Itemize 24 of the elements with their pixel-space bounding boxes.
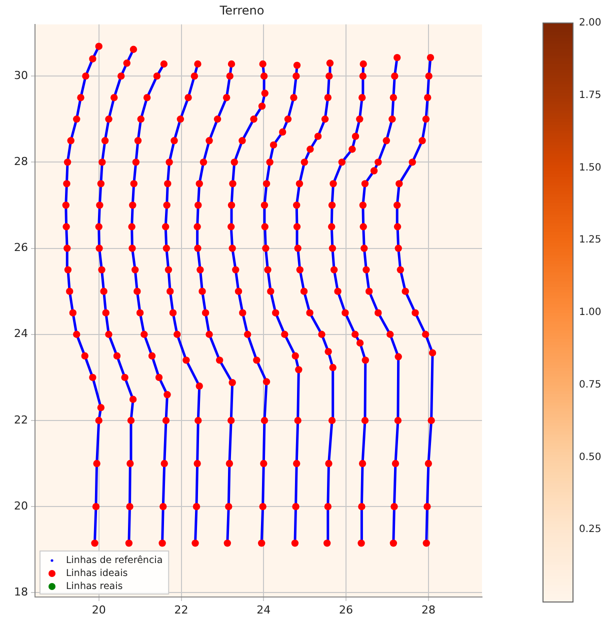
y-tick-label: 26 xyxy=(14,241,28,254)
y-tick-label: 30 xyxy=(14,68,28,82)
color-bar-label: 1.50 xyxy=(579,162,602,174)
color-bar-label: 0.50 xyxy=(579,452,602,463)
color-bar-label: 1.25 xyxy=(579,234,602,246)
color-bar-label: 1.00 xyxy=(579,307,602,318)
x-tick-label: 24 xyxy=(256,603,271,616)
y-tick-label: 28 xyxy=(14,155,28,168)
y-tick-label: 20 xyxy=(14,499,28,512)
y-tick-label: 22 xyxy=(14,413,28,426)
legend-label: Linhas ideais xyxy=(66,568,128,579)
color-bar-label: 2.00 xyxy=(579,18,602,29)
x-tick-label: 22 xyxy=(174,603,188,616)
y-tick-label: 24 xyxy=(14,327,28,340)
legend-label: Linhas reais xyxy=(66,580,123,592)
chart-title: Terreno xyxy=(218,3,264,18)
y-tick-label: 18 xyxy=(14,586,28,599)
x-tick-label: 26 xyxy=(339,603,354,616)
color-bar-label: 1.75 xyxy=(579,90,602,101)
color-bar-label: 0.75 xyxy=(579,379,602,390)
x-tick-label: 28 xyxy=(421,603,436,616)
color-bar-label: 0.25 xyxy=(579,524,602,536)
series-label: Linhas de referência xyxy=(66,554,163,566)
x-tick-label: 20 xyxy=(92,603,106,616)
